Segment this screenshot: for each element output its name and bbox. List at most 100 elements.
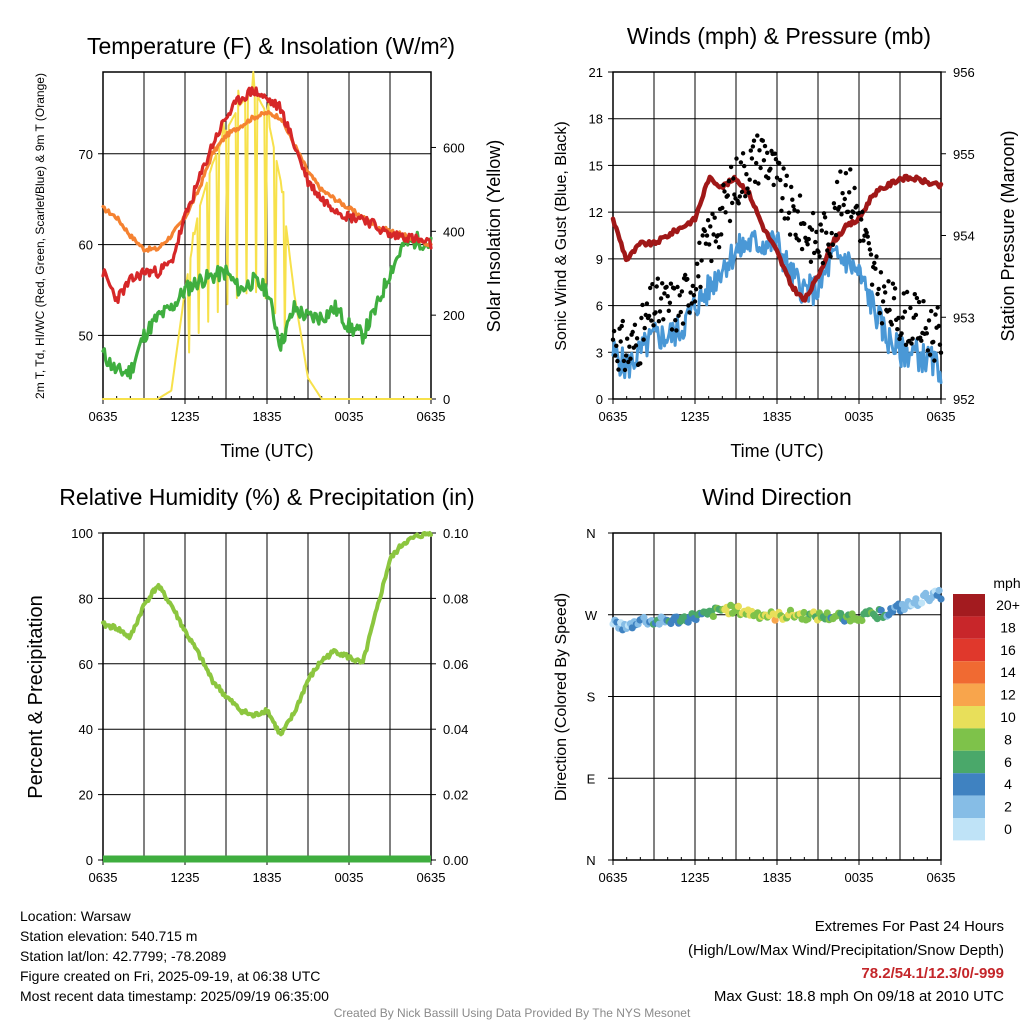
y-axis-label-winds: Sonic Wind & Gust (Blue, Black) [553, 121, 570, 350]
legend-title: mph [993, 575, 1020, 591]
gust-point-71 [688, 290, 693, 295]
gust-point-56 [672, 286, 677, 291]
gust-point-170 [796, 238, 802, 243]
gust-point-192 [820, 260, 826, 266]
gust-point-204 [833, 232, 839, 238]
direction-point-160 [918, 599, 926, 607]
gust-point-178 [805, 242, 810, 247]
x-tick-label-2-0: 0635 [599, 409, 628, 424]
gust-point-92 [711, 232, 716, 237]
gust-point-0 [610, 337, 616, 342]
gust-point-141 [765, 150, 770, 155]
gust-point-94 [713, 239, 718, 244]
gust-point-273 [909, 341, 914, 346]
gust-point-130 [752, 179, 758, 184]
gust-point-64 [680, 321, 686, 326]
gust-point-148 [772, 151, 777, 156]
gust-point-97 [716, 245, 722, 250]
gust-point-125 [747, 177, 752, 182]
gust-point-34 [648, 285, 653, 291]
gust-point-194 [822, 215, 828, 220]
gust-point-253 [887, 307, 892, 313]
gust-point-57 [673, 318, 678, 323]
legend-label-3: 14 [1000, 664, 1016, 680]
y2-tick-label-3-2: 0.04 [443, 722, 468, 737]
gust-point-229 [861, 238, 866, 243]
gust-point-37 [651, 323, 656, 328]
y-tick-label-1-1: 60 [79, 238, 93, 253]
gust-point-147 [771, 182, 776, 188]
y-tick-label-3-4: 80 [79, 591, 93, 606]
gust-point-41 [655, 276, 660, 281]
legend-label-10: 0 [1004, 821, 1012, 837]
gust-point-249 [883, 290, 888, 295]
gust-point-299 [937, 342, 943, 347]
gust-point-221 [852, 185, 857, 191]
gust-point-235 [867, 247, 873, 252]
gust-point-167 [793, 232, 798, 237]
gust-point-16 [628, 356, 633, 361]
gust-point-298 [936, 323, 941, 329]
gust-point-182 [809, 227, 815, 232]
y-tick-label-2-2: 6 [596, 299, 603, 314]
legend-label-5: 10 [1000, 709, 1016, 725]
x-tick-label-3-4: 0635 [417, 870, 446, 885]
gust-point-215 [845, 209, 851, 214]
gust-point-173 [799, 246, 805, 252]
gust-point-13 [625, 336, 630, 341]
extremes-subtitle: (High/Low/Max Wind/Precipitation/Snow De… [688, 942, 1004, 959]
legend-label-0: 20+ [996, 597, 1020, 613]
gust-point-139 [762, 143, 768, 149]
gust-point-131 [754, 160, 759, 166]
x-axis-label-winds: Time (UTC) [730, 441, 823, 461]
gust-point-152 [777, 160, 782, 166]
gust-point-93 [712, 215, 717, 220]
gust-point-121 [743, 194, 748, 199]
y2-tick-label-2-4: 956 [953, 65, 975, 80]
gust-point-101 [721, 182, 726, 188]
direction-point-157 [912, 595, 920, 603]
x-tick-label-2-4: 0635 [927, 409, 956, 424]
gust-point-291 [929, 308, 934, 314]
gust-point-60 [676, 313, 681, 318]
gust-point-69 [686, 303, 691, 308]
gust-point-267 [902, 309, 908, 314]
gust-point-181 [808, 259, 814, 264]
gust-point-244 [877, 310, 882, 316]
gust-point-293 [931, 339, 936, 345]
legend-label-7: 6 [1004, 754, 1012, 770]
gust-point-18 [630, 329, 635, 335]
gust-point-225 [856, 210, 862, 216]
gust-point-252 [886, 279, 891, 284]
series-2m-temperature [101, 86, 433, 304]
gust-point-294 [932, 358, 937, 363]
gust-point-161 [786, 210, 792, 215]
y2-tick-label-3-5: 0.10 [443, 526, 468, 541]
gust-point-200 [829, 230, 834, 236]
gust-point-262 [897, 336, 902, 342]
gust-point-39 [653, 310, 658, 315]
gust-point-261 [896, 315, 901, 321]
gust-point-124 [746, 190, 751, 195]
gust-point-86 [704, 233, 710, 238]
direction-point-84 [771, 616, 779, 624]
gust-point-185 [813, 239, 818, 245]
gust-point-27 [640, 302, 645, 308]
series-station-pressure [610, 173, 944, 303]
legend-swatch-10 [953, 818, 985, 841]
y-tick-label-1-0: 50 [79, 328, 93, 343]
y-axis-label-humidity: Percent & Precipitation [25, 595, 47, 798]
gust-point-183 [810, 210, 816, 216]
gust-point-169 [795, 209, 800, 214]
direction-point-24 [655, 620, 663, 628]
gust-point-70 [687, 310, 692, 315]
x-tick-label-4-0: 0635 [599, 870, 628, 885]
chart-title-winds: Winds (mph) & Pressure (mb) [627, 23, 931, 49]
gust-point-129 [751, 138, 757, 143]
gust-point-61 [677, 293, 682, 298]
x-tick-label-3-3: 0035 [335, 870, 364, 885]
gust-point-216 [847, 190, 852, 195]
gust-point-62 [678, 309, 683, 315]
y2-tick-label-3-1: 0.02 [443, 788, 468, 803]
gust-point-113 [734, 156, 739, 161]
